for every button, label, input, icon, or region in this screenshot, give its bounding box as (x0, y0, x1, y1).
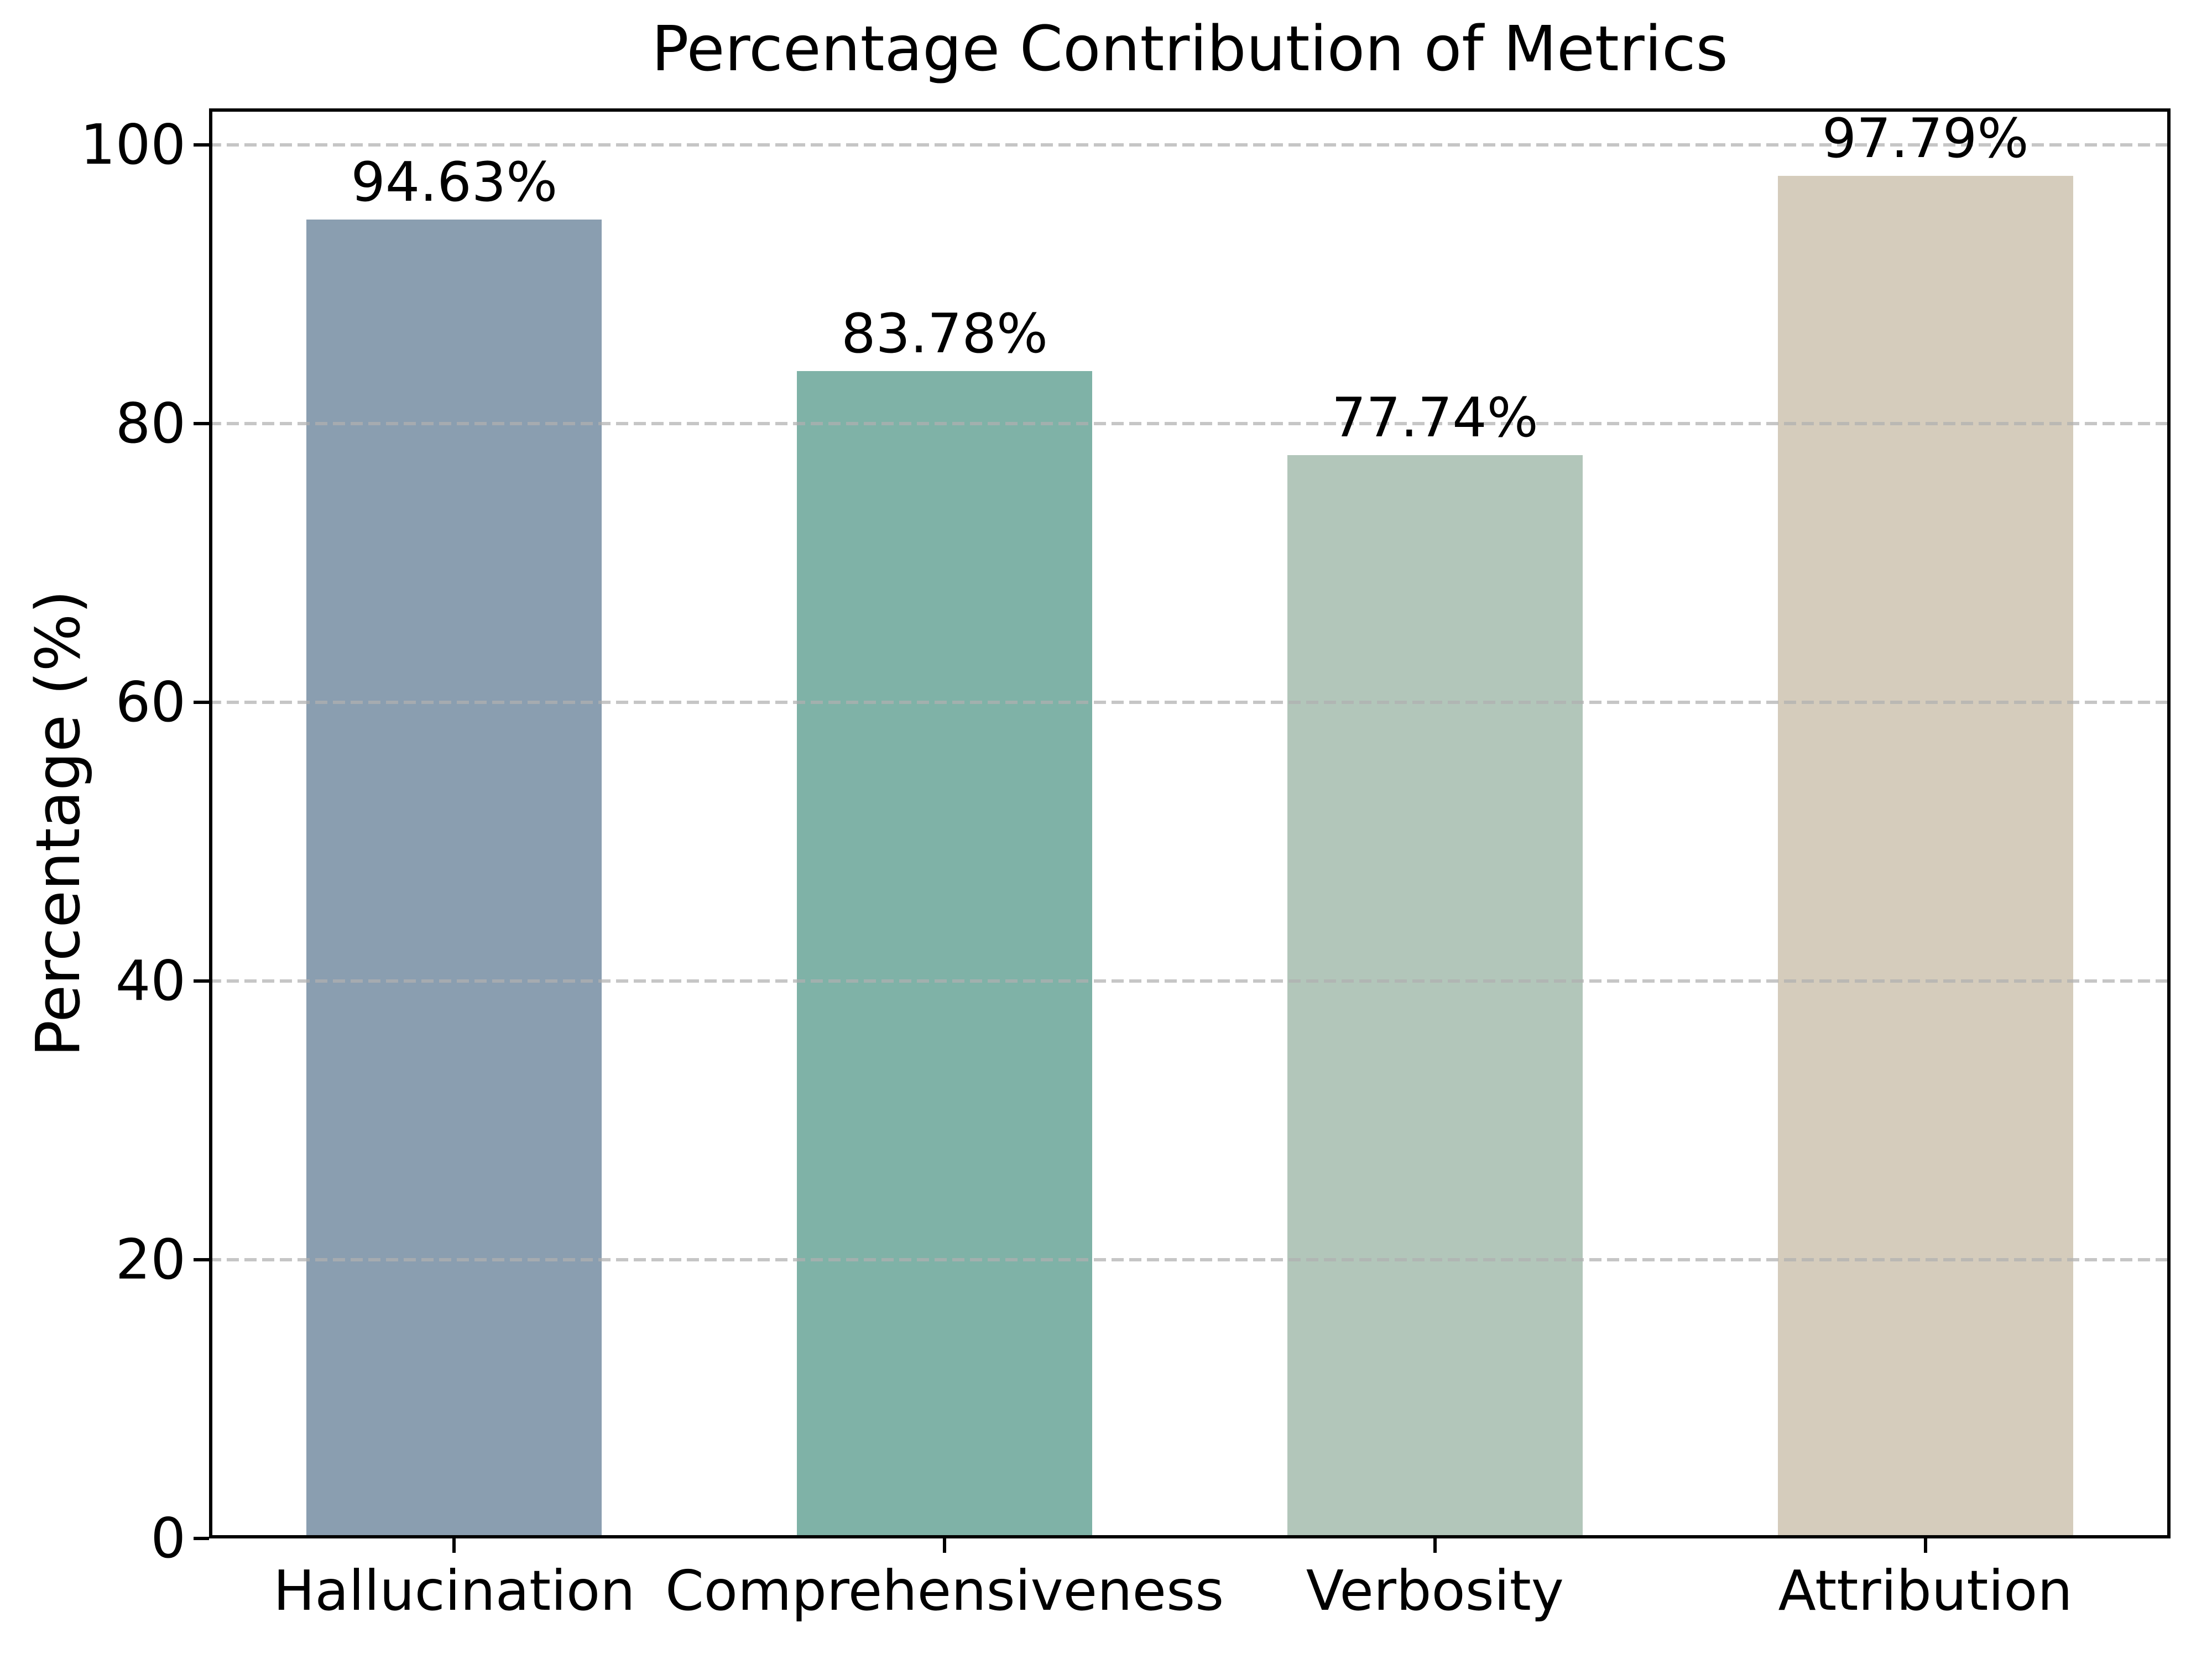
gridline-60 (209, 701, 2171, 704)
y-tick-label: 40 (115, 948, 186, 1013)
y-tick-label: 80 (115, 391, 186, 456)
x-tick-label: Comprehensiveness (665, 1558, 1224, 1623)
bar-value-label: 83.78% (841, 302, 1048, 366)
x-tick-label: Attribution (1778, 1558, 2073, 1623)
bar-value-label: 97.79% (1822, 107, 2029, 170)
gridline-100 (209, 143, 2171, 147)
gridline-40 (209, 979, 2171, 983)
bars-layer (209, 108, 2171, 1538)
gridlines-layer (209, 108, 2171, 1538)
bar-comprehensiveness (797, 371, 1093, 1538)
bar-value-label: 77.74% (1332, 386, 1538, 450)
x-tick-mark (943, 1538, 947, 1553)
y-tick-mark (194, 701, 209, 704)
bar-value-label: 94.63% (351, 151, 558, 215)
axes-spines (209, 108, 2171, 1538)
y-tick-mark (194, 1537, 209, 1540)
gridline-80 (209, 422, 2171, 425)
y-tick-label: 20 (115, 1227, 186, 1292)
x-tick-label: Verbosity (1306, 1558, 1564, 1623)
x-tick-mark (1433, 1538, 1437, 1553)
y-axis-label-wrap: Percentage (%) (17, 108, 100, 1538)
plot-area (209, 108, 2171, 1538)
y-tick-mark (194, 1258, 209, 1261)
x-tick-mark (452, 1538, 456, 1553)
y-tick-mark (194, 422, 209, 425)
y-tick-mark (194, 979, 209, 983)
y-tick-label: 100 (80, 112, 186, 177)
y-tick-label: 0 (150, 1506, 186, 1571)
y-tick-mark (194, 143, 209, 147)
x-tick-label: Hallucination (273, 1558, 635, 1623)
gridline-20 (209, 1258, 2171, 1261)
y-tick-label: 60 (115, 670, 186, 734)
x-tick-mark (1923, 1538, 1927, 1553)
bar-verbosity (1287, 455, 1583, 1538)
chart-title: Percentage Contribution of Metrics (651, 13, 1728, 85)
bar-attribution (1777, 175, 2073, 1538)
bar-hallucination (306, 220, 602, 1538)
